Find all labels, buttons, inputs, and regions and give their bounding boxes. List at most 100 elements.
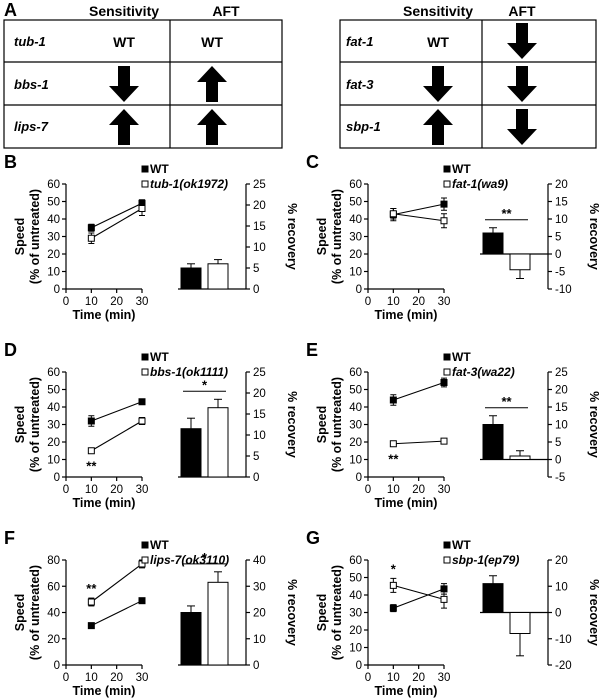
significance-marker: *: [202, 377, 208, 392]
arrow-down-icon: [507, 109, 537, 145]
data-point-filled: [440, 379, 448, 386]
series-line: [393, 588, 445, 609]
bar-mutant: [509, 253, 531, 271]
legend-swatch-filled: [443, 541, 451, 549]
legend-label: tub-1(ok1972): [150, 177, 228, 191]
data-point-open: [440, 217, 448, 225]
y-tick-label: 0: [54, 660, 60, 672]
y-tick-label: 15: [555, 197, 568, 209]
table2-gene: fat-3: [346, 77, 374, 92]
y-axis-subtitle: (% of untreated): [330, 565, 344, 660]
y-tick-label: 10: [349, 455, 362, 467]
series-line: [393, 440, 445, 445]
x-tick-label: 20: [110, 296, 123, 308]
data-point-open: [440, 595, 448, 603]
y-axis-subtitle: (% of untreated): [28, 189, 42, 284]
data-point-open: [389, 581, 397, 589]
x-axis-title: Time (min): [375, 684, 438, 698]
x-tick-label: 20: [412, 672, 425, 684]
bar-mutant: [207, 263, 229, 290]
significance-marker: *: [391, 561, 397, 576]
y-tick-label: 20: [349, 249, 362, 261]
arrow-down-icon: [423, 66, 453, 102]
data-point-open: [389, 440, 397, 448]
y-tick-label: 20: [349, 625, 362, 637]
significance-marker: *: [202, 550, 208, 565]
legend-label: fat-3(wa22): [452, 365, 515, 379]
y-tick-label: 20: [555, 555, 568, 567]
legend-label: WT: [452, 350, 471, 364]
series-line: [91, 420, 143, 452]
bar-mutant: [207, 407, 229, 478]
bar-mutant: [509, 612, 531, 634]
legend-label: WT: [150, 350, 169, 364]
panel-label-d: D: [4, 340, 17, 360]
x-tick-label: 0: [365, 672, 371, 684]
legend-label: sbp-1(ep79): [452, 553, 519, 567]
x-tick-label: 20: [412, 484, 425, 496]
data-point-open: [87, 447, 95, 455]
data-point-open: [87, 598, 95, 606]
data-point-filled: [389, 396, 397, 404]
series-line: [91, 563, 143, 603]
y-tick-label: 0: [555, 608, 561, 620]
y-tick-label: 15: [253, 409, 266, 421]
y-tick-label: 40: [253, 555, 266, 567]
y-tick-label: 25: [253, 179, 266, 191]
x-tick-label: 10: [85, 484, 98, 496]
y-axis-title: Speed: [315, 406, 329, 444]
x-axis-title: Time (min): [375, 496, 438, 510]
data-point-filled: [87, 417, 95, 425]
legend-label: WT: [150, 538, 169, 552]
significance-marker: **: [501, 206, 512, 221]
y-tick-label: 0: [356, 660, 362, 672]
data-point-open: [138, 417, 146, 425]
legend-label: fat-1(wa9): [452, 177, 508, 191]
x-axis-title: Time (min): [73, 308, 136, 322]
panel-label-a: A: [4, 0, 17, 20]
legend-label: WT: [452, 538, 471, 552]
table2-aft-cell: [507, 109, 537, 145]
y-tick-label: 10: [349, 643, 362, 655]
x-tick-label: 10: [387, 296, 400, 308]
y-tick-label: 50: [349, 197, 362, 209]
bar-mutant: [207, 581, 229, 666]
y-tick-label: 5: [253, 451, 259, 463]
y-tick-label: 60: [349, 555, 362, 567]
y-tick-label: 60: [349, 179, 362, 191]
y-tick-label: 15: [555, 402, 568, 414]
x-tick-label: 30: [136, 484, 149, 496]
legend-swatch-filled: [141, 353, 149, 361]
y-tick-label: -10: [555, 634, 572, 646]
y-tick-label: 60: [47, 581, 60, 593]
series-line: [91, 208, 143, 239]
y-tick-label: 30: [349, 608, 362, 620]
y-tick-label: 40: [47, 608, 60, 620]
x-tick-label: 10: [85, 672, 98, 684]
y-tick-label: 10: [253, 634, 266, 646]
table1-sensitivity-cell: [109, 109, 139, 145]
data-point-filled: [87, 224, 95, 232]
data-point-filled: [440, 200, 448, 208]
table1-header-sensitivity: Sensitivity: [89, 3, 159, 19]
y-tick-label: 20: [555, 179, 568, 191]
wt-value: WT: [113, 34, 135, 50]
legend-swatch-open: [443, 368, 451, 376]
y-tick-label: 5: [555, 232, 561, 244]
y-tick-label: 0: [356, 284, 362, 296]
x-tick-label: 30: [438, 672, 451, 684]
bar-wt: [180, 428, 202, 478]
bar-wt: [180, 267, 202, 290]
x-tick-label: 0: [63, 484, 69, 496]
table2-sensitivity-cell: [423, 109, 453, 145]
legend-swatch-filled: [141, 165, 149, 173]
y-tick-label: 30: [47, 232, 60, 244]
y-tick-label: -5: [555, 267, 565, 279]
table1-aft-cell: WT: [201, 34, 223, 50]
significance-marker: **: [86, 581, 97, 596]
legend-label: lips-7(ok3110): [150, 553, 229, 567]
y-tick-label: 20: [349, 437, 362, 449]
